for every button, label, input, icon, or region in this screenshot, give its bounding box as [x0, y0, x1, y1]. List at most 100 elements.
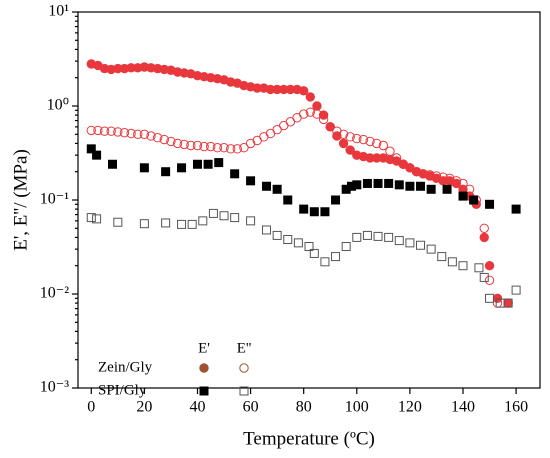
point: [298, 86, 309, 96]
point: [245, 138, 256, 149]
point: [437, 252, 447, 262]
point: [378, 140, 389, 151]
x-tick-label: 160: [504, 399, 528, 416]
point: [426, 244, 436, 254]
y-axis-label: E', E''/ (MPa): [10, 149, 31, 251]
y-tick-label: 10¹: [48, 3, 69, 20]
point: [416, 181, 426, 191]
point: [283, 235, 293, 245]
x-tick-label: 100: [345, 399, 369, 416]
point: [152, 133, 163, 143]
point: [108, 159, 118, 169]
point: [93, 125, 103, 136]
point: [146, 131, 156, 141]
point: [464, 184, 475, 194]
point: [320, 257, 330, 267]
point: [479, 232, 489, 243]
point: [362, 178, 372, 188]
point: [203, 159, 213, 169]
point: [484, 275, 495, 285]
point: [442, 184, 452, 194]
point: [198, 216, 208, 226]
point: [212, 143, 223, 153]
x-tick-label: 60: [243, 399, 259, 416]
point: [384, 178, 394, 188]
point: [341, 242, 351, 252]
legend-marker: [199, 363, 209, 373]
point: [208, 208, 218, 218]
point: [262, 181, 272, 191]
point: [272, 124, 282, 135]
point: [451, 176, 462, 186]
point: [230, 169, 240, 179]
point: [458, 178, 468, 189]
x-axis-label: Temperature (ºC): [243, 428, 375, 449]
point: [312, 101, 322, 111]
point: [139, 219, 149, 229]
point: [331, 195, 341, 205]
point: [283, 195, 293, 205]
legend-marker: [239, 363, 249, 373]
point: [312, 109, 322, 119]
point: [113, 127, 123, 137]
point: [320, 207, 330, 217]
point: [299, 204, 309, 214]
point: [177, 163, 187, 173]
point: [113, 217, 123, 227]
point: [239, 143, 249, 153]
x-tick-label: 40: [189, 399, 205, 416]
point: [438, 172, 448, 182]
point: [373, 178, 383, 188]
point: [479, 223, 489, 233]
point: [139, 129, 150, 139]
x-tick-label: 120: [398, 399, 422, 416]
legend-column-label: E'': [237, 340, 252, 356]
point: [469, 195, 479, 205]
point: [338, 129, 349, 139]
point: [352, 180, 362, 190]
point: [246, 216, 256, 226]
y-tick-label: 10⁻¹: [40, 191, 69, 208]
point: [86, 125, 96, 136]
point: [305, 107, 316, 117]
point: [511, 285, 521, 295]
point: [246, 176, 256, 186]
point: [99, 126, 110, 136]
point: [86, 144, 96, 154]
point: [161, 218, 171, 228]
point: [325, 122, 335, 132]
point: [451, 178, 462, 189]
point: [187, 219, 197, 229]
point: [192, 159, 202, 169]
point: [172, 138, 183, 149]
point: [394, 180, 404, 190]
x-tick-label: 80: [296, 399, 312, 416]
point: [411, 167, 422, 177]
point: [384, 232, 394, 242]
point: [309, 248, 319, 258]
point: [309, 207, 319, 217]
point: [503, 298, 513, 308]
point: [372, 138, 382, 149]
point: [503, 298, 513, 308]
point: [186, 140, 196, 151]
point: [418, 169, 428, 179]
point: [345, 145, 355, 155]
point: [262, 225, 272, 235]
point: [345, 132, 355, 142]
point: [405, 238, 415, 248]
y-tick-label: 10⁻³: [40, 379, 69, 396]
point: [192, 140, 203, 151]
point: [511, 204, 521, 214]
point: [425, 170, 435, 180]
legend-row-label: SPI/Gly: [98, 382, 147, 398]
point: [177, 219, 187, 229]
point: [304, 242, 314, 252]
point: [305, 92, 316, 102]
point: [159, 134, 169, 145]
point: [458, 261, 468, 271]
point: [431, 171, 442, 181]
point: [206, 141, 216, 152]
point: [458, 191, 468, 201]
